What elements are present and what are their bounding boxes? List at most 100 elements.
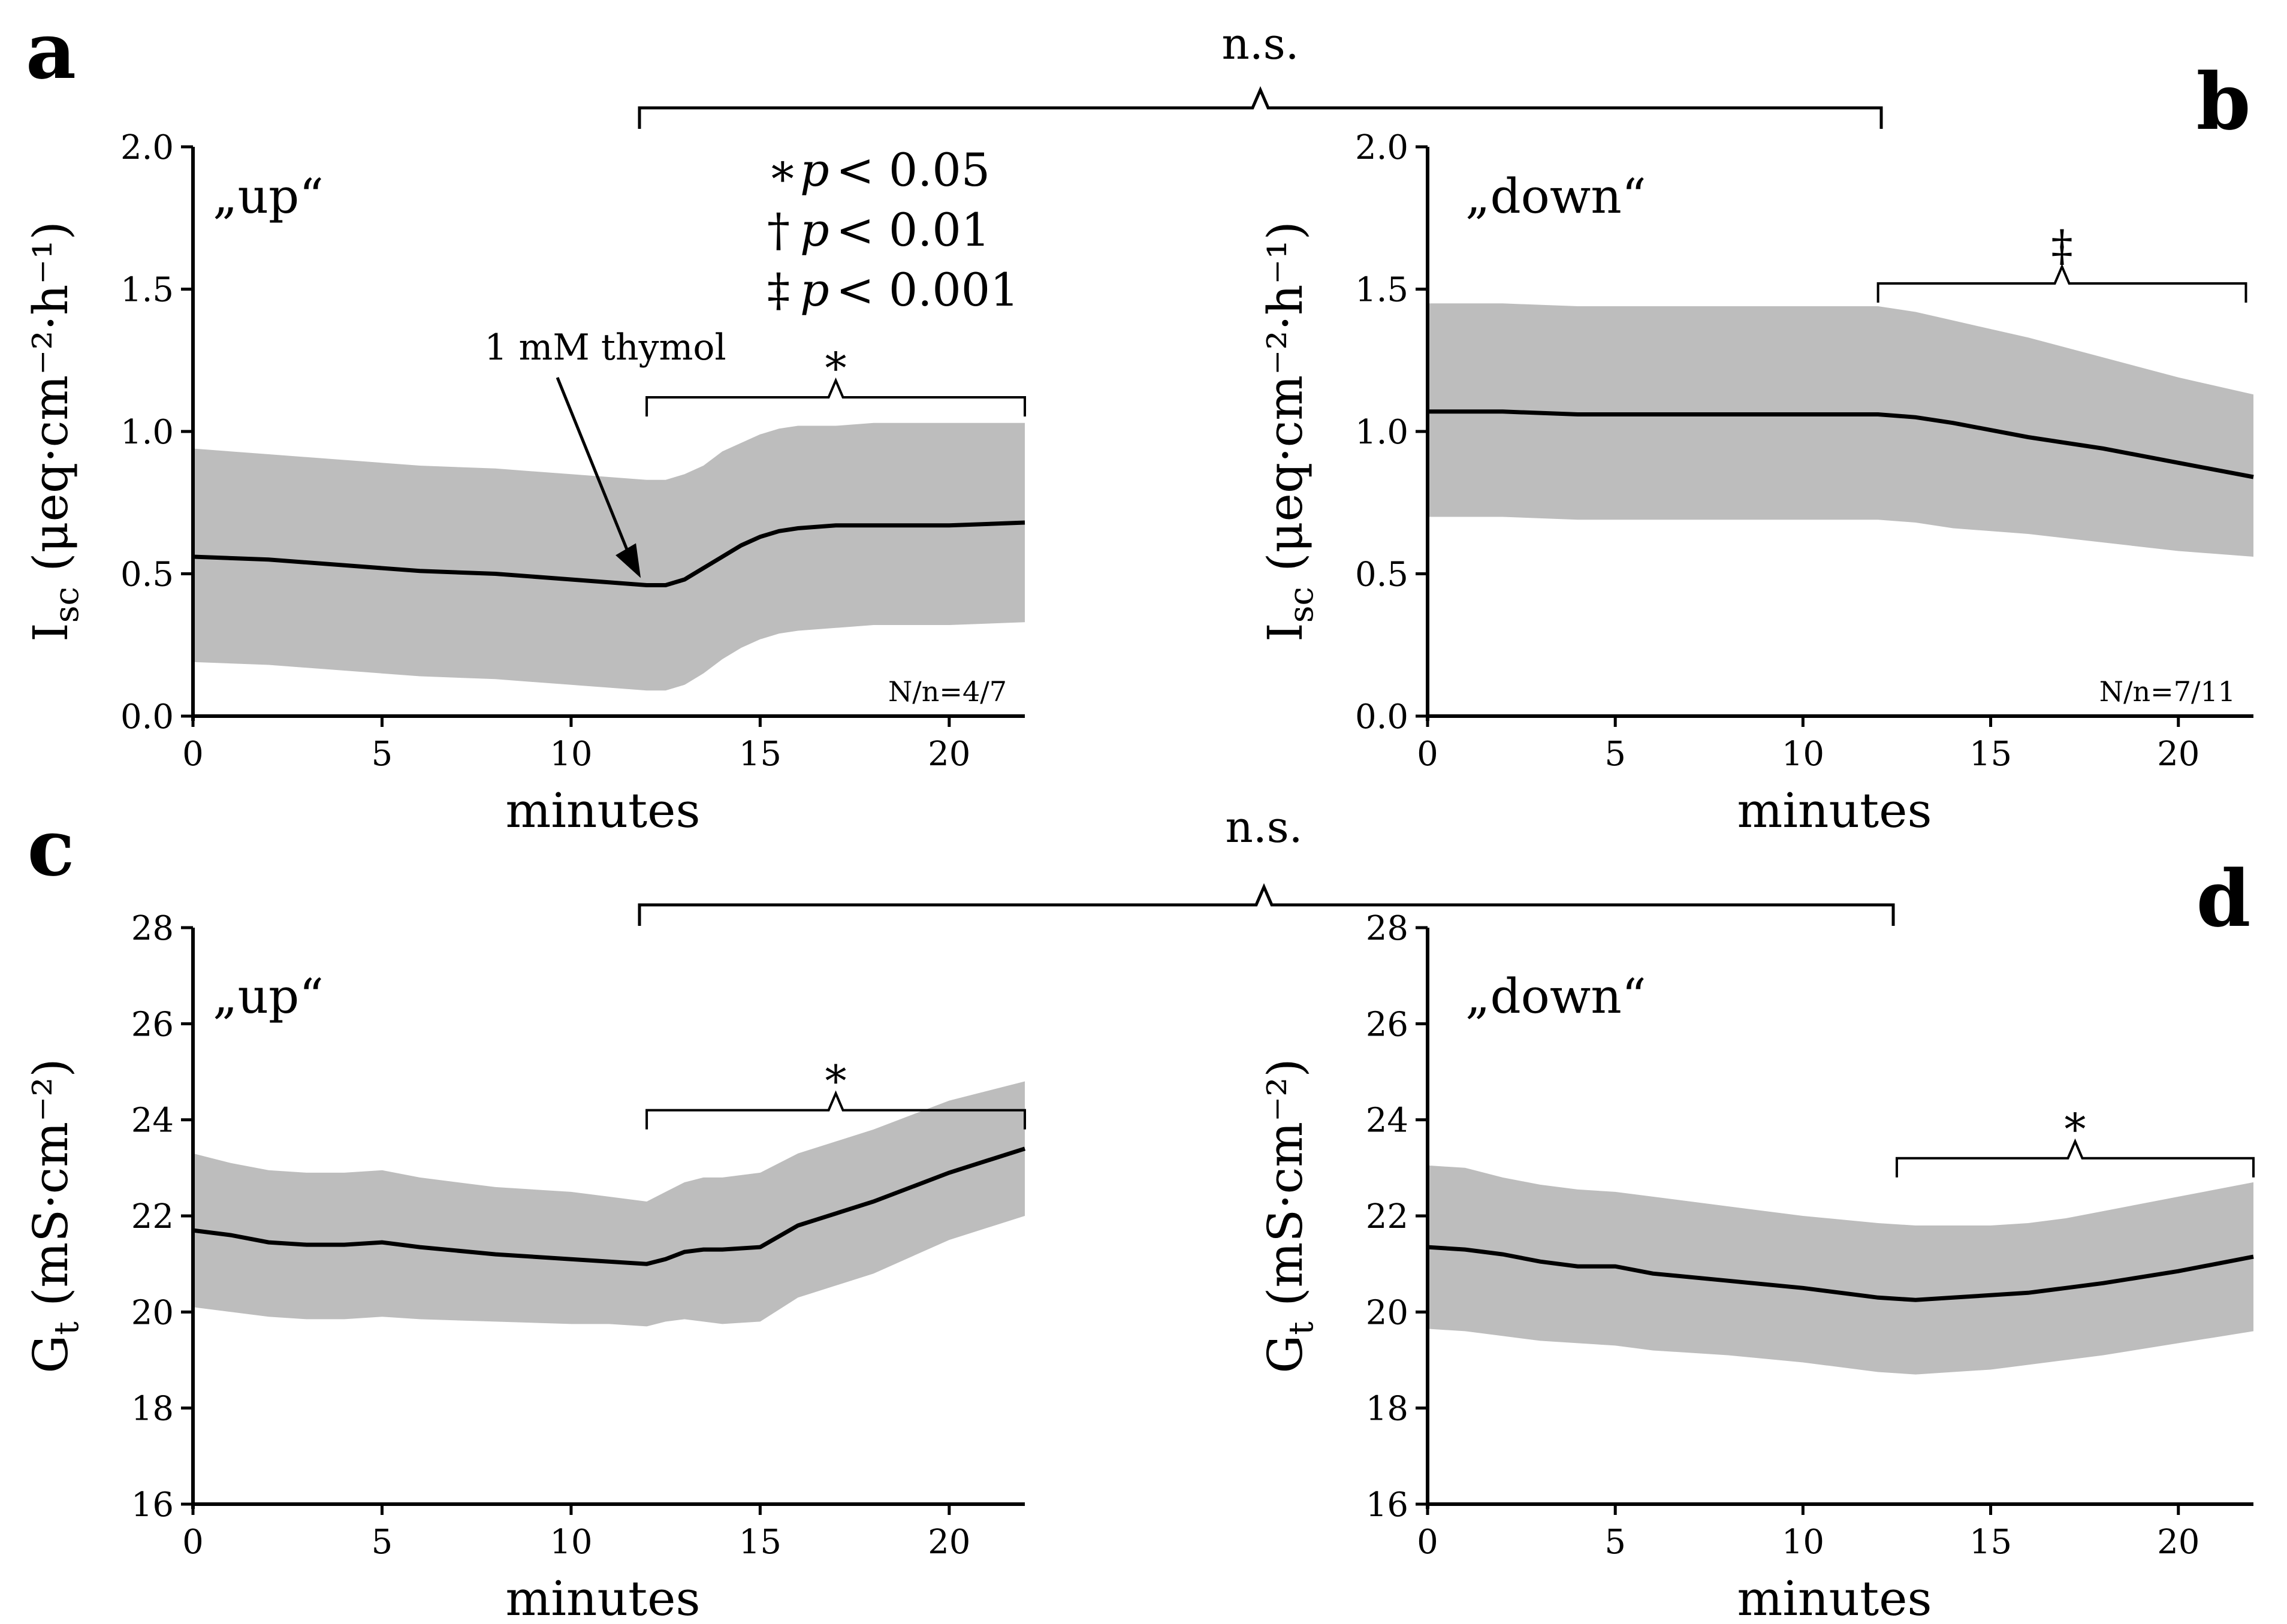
legend-p-2: p (800, 203, 829, 256)
y-axis-label: Isc (μeq·cm⁻²·h⁻¹) (1257, 221, 1321, 642)
arrow-head (616, 543, 641, 578)
annotation-arrow (556, 377, 630, 555)
y-tick-label: 18 (1366, 1390, 1408, 1429)
y-tick-label: 22 (131, 1197, 174, 1236)
legend-p-3: p (800, 263, 829, 316)
y-tick-label: 1.0 (1355, 413, 1408, 452)
y-tick-label: 26 (1366, 1005, 1408, 1044)
bottom-ns-label: n.s. (1225, 802, 1302, 852)
thymol-annotation: 1 mM thymol (484, 327, 726, 369)
y-tick-label: 16 (131, 1486, 174, 1525)
y-axis-label: Isc (μeq·cm⁻²·h⁻¹) (23, 221, 86, 642)
y-tick-label: 0.5 (120, 556, 174, 594)
x-tick-label: 15 (739, 735, 782, 774)
x-axis-label: minutes (1737, 1571, 1932, 1624)
significance-bracket (1876, 263, 2247, 303)
legend-symbol-1: ∗ (767, 143, 798, 197)
significance-symbol: ∗ (821, 1048, 850, 1098)
mean-line (1427, 1245, 2254, 1302)
x-tick-label: 5 (1604, 1523, 1626, 1562)
condition-label: „up“ (213, 968, 324, 1024)
mean-line (192, 1146, 1026, 1266)
x-tick-label: 20 (2157, 735, 2199, 774)
legend-threshold-1: < 0.05 (836, 143, 990, 197)
p-value-legend: ∗ p < 0.05 † p < 0.01 ‡ p < 0.001 (767, 143, 1019, 316)
y-tick-label: 20 (1366, 1293, 1408, 1332)
x-tick-label: 20 (2157, 1523, 2199, 1562)
legend-threshold-2: < 0.01 (836, 203, 990, 256)
y-tick-label: 28 (131, 909, 174, 948)
y-tick-label: 0.0 (1355, 698, 1408, 736)
y-tick-label: 24 (1366, 1101, 1408, 1140)
x-tick-label: 10 (550, 1523, 592, 1562)
y-tick-label: 2.0 (1355, 128, 1408, 167)
mean-line (1428, 409, 2254, 479)
sd-band (1428, 303, 2253, 557)
top-comparison-bracket: n.s. (638, 19, 1883, 129)
bottom-comparison-bracket: n.s. (638, 802, 1895, 926)
panel-letter: a (26, 5, 76, 96)
legend-row-3: ‡ p < 0.001 (767, 263, 1019, 316)
legend-row-2: † p < 0.01 (767, 203, 990, 256)
panel-letter: d (2197, 853, 2251, 944)
y-tick-label: 1.0 (120, 413, 174, 452)
y-tick-label: 20 (131, 1293, 174, 1332)
legend-threshold-3: < 0.001 (836, 263, 1019, 316)
x-tick-label: 0 (1417, 1523, 1438, 1562)
significance-symbol: ∗ (2060, 1095, 2090, 1146)
condition-label: „up“ (213, 168, 324, 224)
x-tick-label: 10 (1782, 1523, 1824, 1562)
panel-b: 0 5 10 15 20 0.0 0.5 1.0 1.5 2.0 minutes Isc (μeq·c… (1257, 56, 2254, 838)
y-tick-label: 28 (1366, 909, 1408, 948)
x-tick-label: 5 (372, 1523, 393, 1562)
x-tick-label: 0 (182, 1523, 204, 1562)
legend-symbol-3: ‡ (767, 263, 790, 316)
panels: 0 5 10 15 20 0.0 0.5 1.0 1.5 2.0 minutes Isc (μeq·c… (23, 5, 2255, 1624)
y-tick-label: 18 (131, 1390, 174, 1429)
significance-bracket (645, 1090, 1026, 1130)
y-tick-label: 24 (131, 1101, 174, 1140)
y-tick-label: 1.5 (120, 271, 174, 310)
panel-a: 0 5 10 15 20 0.0 0.5 1.0 1.5 2.0 minutes Isc (μeq·c… (23, 5, 1026, 838)
y-tick-label: 1.5 (1355, 271, 1408, 310)
y-tick-label: 16 (1366, 1486, 1408, 1525)
sd-band (193, 422, 1025, 691)
x-tick-label: 0 (1417, 735, 1438, 774)
x-tick-label: 20 (928, 1523, 970, 1562)
top-bracket-line (638, 86, 1883, 129)
x-tick-label: 20 (928, 735, 970, 774)
sd-band (1428, 1165, 2253, 1375)
sd-band (193, 1081, 1025, 1327)
panel-letter: c (27, 802, 74, 893)
bottom-bracket-line (638, 883, 1895, 926)
significance-bracket (645, 377, 1026, 416)
y-tick-label: 2.0 (120, 128, 174, 167)
x-tick-label: 15 (739, 1523, 782, 1562)
y-axis-label: Gt (mS·cm⁻²) (23, 1058, 86, 1373)
significance-bracket (1895, 1138, 2255, 1178)
x-tick-label: 10 (550, 735, 592, 774)
significance-symbol: ‡ (2051, 221, 2073, 271)
panel-d: 0 5 10 15 20 16 18 20 22 24 26 28 minutes Gt (mS·cm⁻²… (1257, 853, 2255, 1624)
significance-symbol: ∗ (821, 334, 850, 385)
x-axis-label: minutes (505, 783, 700, 838)
legend-row-1: ∗ p < 0.05 (767, 143, 990, 197)
condition-label: „down“ (1465, 168, 1646, 224)
y-tick-label: 0.5 (1355, 556, 1408, 594)
x-tick-label: 15 (1969, 1523, 2012, 1562)
mean-line (192, 520, 1025, 587)
x-tick-label: 0 (182, 735, 204, 774)
x-tick-label: 15 (1969, 735, 2012, 774)
x-tick-label: 5 (1604, 735, 1626, 774)
y-tick-label: 22 (1366, 1197, 1408, 1236)
legend-p-1: p (800, 143, 829, 197)
x-axis-label: minutes (1737, 783, 1932, 838)
x-axis-label: minutes (505, 1571, 700, 1624)
n-label: N/n=7/11 (2099, 675, 2235, 708)
x-tick-label: 5 (372, 735, 393, 774)
x-tick-label: 10 (1782, 735, 1824, 774)
y-tick-label: 26 (131, 1005, 174, 1044)
y-axis-label: Gt (mS·cm⁻²) (1257, 1058, 1321, 1373)
condition-label: „down“ (1465, 968, 1646, 1024)
